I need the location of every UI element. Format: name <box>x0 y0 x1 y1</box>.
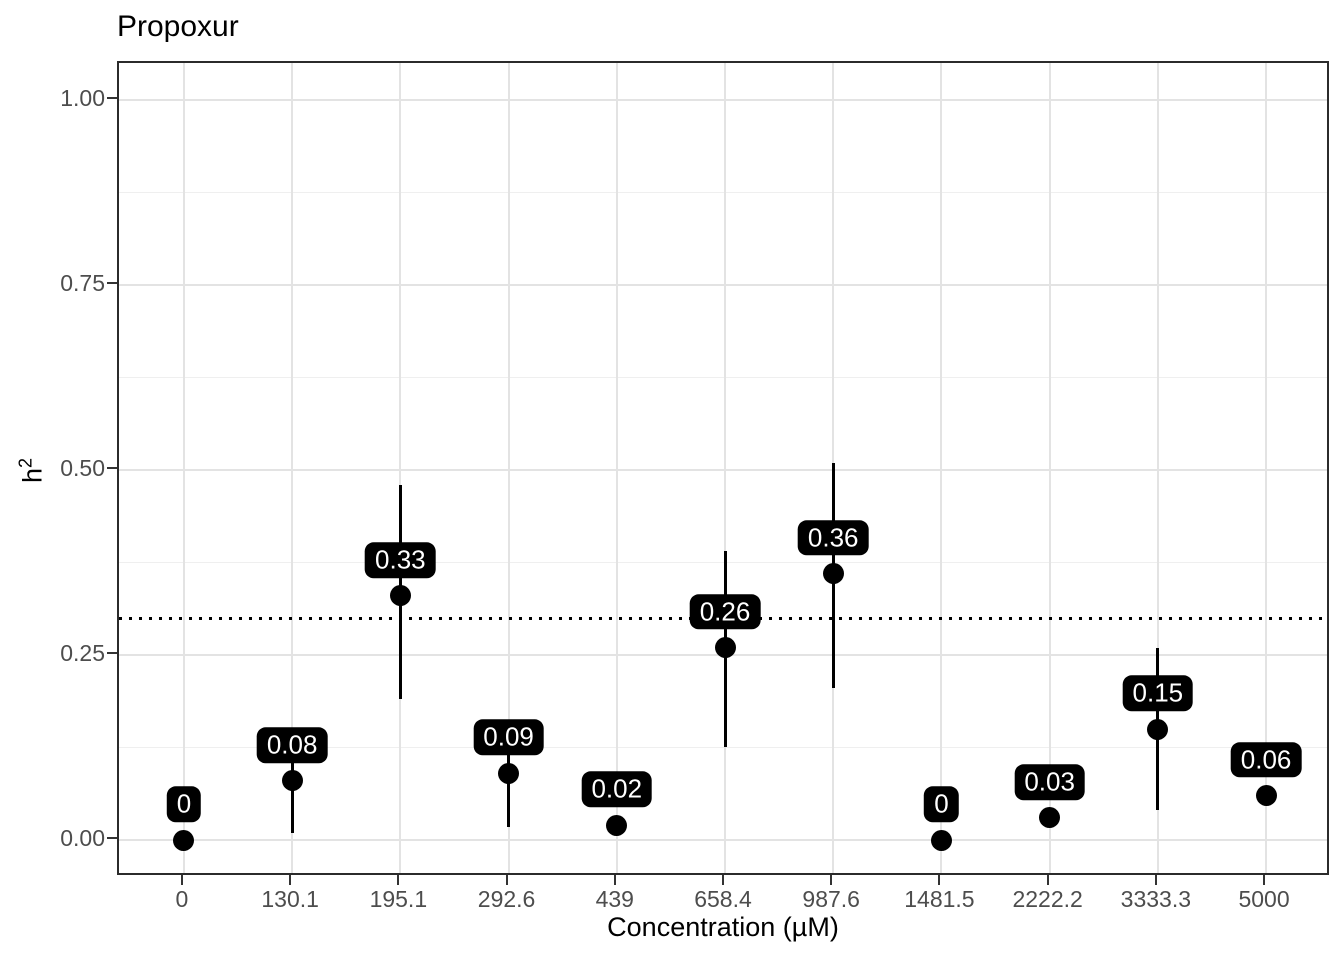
point-label: 0.36 <box>797 519 869 556</box>
x-tick <box>397 875 400 885</box>
point-label: 0 <box>166 786 202 822</box>
x-tick <box>1154 875 1157 885</box>
gridline-major-x <box>291 63 294 873</box>
x-tick <box>505 875 508 885</box>
x-tick-label: 3333.3 <box>1120 886 1192 912</box>
point-label: 0.26 <box>689 593 761 630</box>
y-axis-title-exponent: 2 <box>15 457 36 468</box>
data-point <box>389 585 411 607</box>
gridline-major-x <box>182 63 185 873</box>
data-point <box>1255 785 1277 807</box>
x-tick-label: 439 <box>595 886 634 912</box>
point-label: 0.09 <box>473 719 544 756</box>
data-point <box>930 829 952 851</box>
x-tick <box>938 875 941 885</box>
data-point <box>714 637 736 659</box>
x-tick-label: 0 <box>175 886 189 912</box>
point-label: 0 <box>924 786 959 822</box>
gridline-major-x <box>940 63 943 873</box>
gridline-minor-y <box>119 192 1327 193</box>
gridline-minor-y <box>119 377 1327 378</box>
data-point <box>498 762 520 784</box>
y-tick-label: 0.00 <box>60 825 105 851</box>
x-tick-label: 130.1 <box>261 886 319 912</box>
x-tick-label: 195.1 <box>369 886 428 912</box>
x-tick <box>289 875 292 885</box>
y-tick-label: 0.25 <box>60 640 105 666</box>
x-tick <box>180 875 183 885</box>
point-label: 0.15 <box>1122 675 1194 711</box>
x-tick <box>1263 875 1266 885</box>
plot-panel: 0 0.08 0.33 0.09 0.02 0.26 0.36 0 0.03 0.15 0.06 <box>117 61 1329 875</box>
x-tick-label: 658.4 <box>694 886 752 912</box>
x-tick <box>830 875 833 885</box>
y-tick <box>107 652 117 654</box>
data-point <box>173 829 195 851</box>
data-point <box>281 770 303 792</box>
gridline-major-y <box>119 99 1327 101</box>
gridline-major-x <box>724 63 726 873</box>
gridline-major-x <box>1048 63 1051 873</box>
y-tick <box>107 282 117 284</box>
x-tick <box>613 875 616 885</box>
gridline-major-x <box>399 63 402 873</box>
y-tick-label: 0.75 <box>60 270 105 296</box>
point-label: 0.06 <box>1230 741 1302 778</box>
gridline-minor-y <box>119 747 1327 748</box>
point-label: 0.33 <box>365 542 436 578</box>
point-label: 0.08 <box>256 727 328 763</box>
data-point <box>822 563 844 585</box>
x-tick-label: 5000 <box>1238 886 1290 912</box>
gridline-major-x <box>1265 63 1268 873</box>
x-tick-label: 987.6 <box>802 886 860 912</box>
x-tick-label: 2222.2 <box>1012 886 1083 912</box>
data-point <box>1147 718 1169 740</box>
x-tick-label: 1481.5 <box>904 886 975 912</box>
y-tick-label: 0.50 <box>60 455 105 481</box>
gridline-major-y <box>119 839 1327 841</box>
plot-title: Propoxur <box>117 10 239 43</box>
point-label: 0.02 <box>581 771 653 808</box>
gridline-major-y <box>119 469 1327 471</box>
gridline-major-x <box>1156 63 1159 873</box>
y-tick <box>107 837 117 839</box>
gridline-major-x <box>507 63 510 873</box>
gridline-major-y <box>119 284 1327 286</box>
x-axis-title: Concentration (µM) <box>607 912 839 942</box>
y-tick-label: 1.00 <box>60 85 105 111</box>
data-point <box>606 814 628 836</box>
x-tick-label: 292.6 <box>477 886 536 912</box>
point-label: 0.03 <box>1014 764 1085 800</box>
gridline-major-x <box>615 63 618 873</box>
x-tick <box>722 875 724 885</box>
y-tick <box>107 467 117 469</box>
data-point <box>1039 807 1061 829</box>
gridline-minor-y <box>119 562 1327 563</box>
x-tick <box>1046 875 1049 885</box>
y-tick <box>107 97 117 99</box>
